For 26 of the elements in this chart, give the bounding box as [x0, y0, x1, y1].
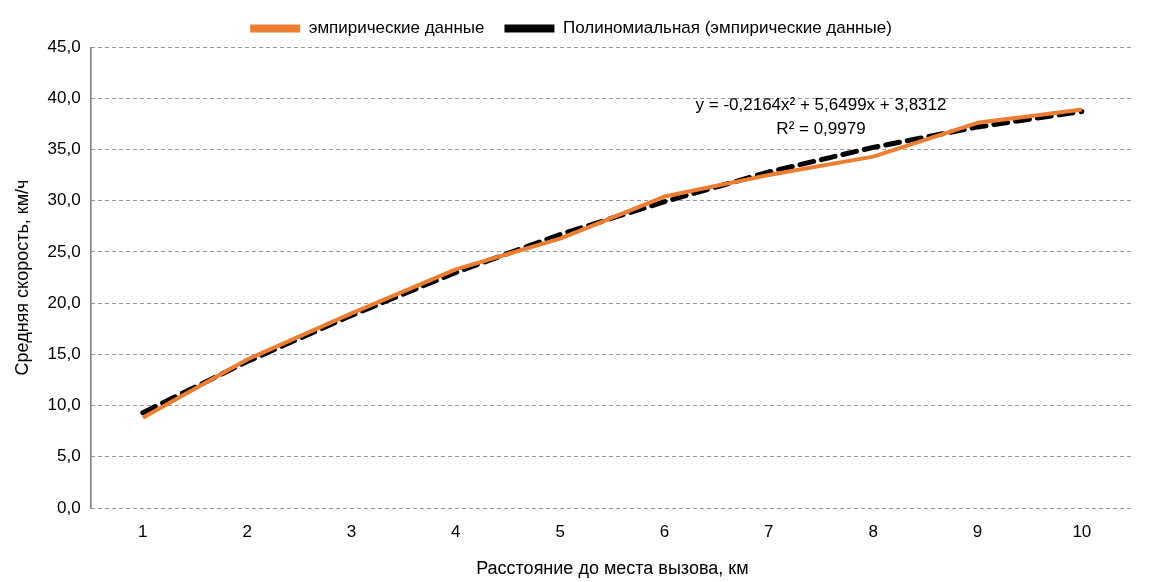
annotation: R² = 0,9979 [776, 118, 866, 138]
y-axis-title: Средняя скорость, км/ч [11, 179, 32, 376]
y-tick-label: 45,0 [47, 36, 81, 56]
y-tick-label: 5,0 [57, 446, 81, 466]
x-tick-label: 10 [1072, 521, 1092, 541]
x-tick-label: 7 [764, 521, 774, 541]
y-tick-label: 40,0 [47, 87, 81, 107]
y-tick-label: 25,0 [47, 241, 81, 261]
y-tick-label: 0,0 [57, 497, 81, 517]
y-tick-label: 15,0 [47, 344, 81, 364]
x-tick-label: 4 [451, 521, 461, 541]
annotation: y = -0,2164x² + 5,6499x + 3,8312 [695, 94, 947, 114]
x-axis-title: Расстояние до места вызова, км [476, 558, 749, 579]
legend-label: эмпирические данные [308, 18, 485, 38]
y-tick-label: 30,0 [47, 190, 81, 210]
x-tick-label: 1 [138, 521, 148, 541]
y-tick-label: 20,0 [47, 292, 81, 312]
x-tick-label: 8 [868, 521, 878, 541]
x-tick-label: 9 [972, 521, 983, 541]
y-tick-label: 35,0 [47, 139, 81, 159]
legend-label: Полиномиальная (эмпирические данные) [562, 18, 892, 38]
x-tick-label: 5 [555, 521, 565, 541]
y-tick-label: 10,0 [47, 395, 81, 415]
x-tick-label: 3 [346, 521, 357, 541]
x-tick-label: 2 [242, 521, 252, 541]
x-tick-label: 6 [659, 521, 670, 541]
